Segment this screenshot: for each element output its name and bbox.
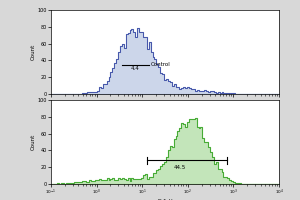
Text: Control: Control — [151, 62, 171, 67]
Text: 44.5: 44.5 — [174, 165, 186, 170]
Y-axis label: Count: Count — [31, 44, 36, 60]
X-axis label: FL1-H: FL1-H — [157, 199, 173, 200]
Text: 4.4: 4.4 — [131, 66, 140, 71]
Y-axis label: Count: Count — [31, 134, 36, 150]
